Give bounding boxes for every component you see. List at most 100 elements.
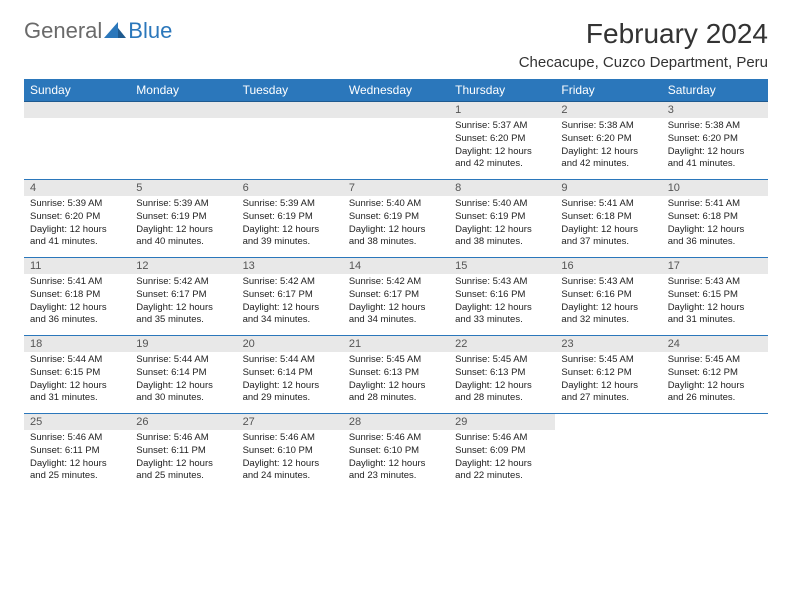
day-number: 3 (662, 102, 768, 118)
day-details: Sunrise: 5:44 AMSunset: 6:14 PMDaylight:… (130, 352, 236, 409)
calendar-day: 2Sunrise: 5:38 AMSunset: 6:20 PMDaylight… (555, 102, 661, 180)
calendar-day: 15Sunrise: 5:43 AMSunset: 6:16 PMDayligh… (449, 258, 555, 336)
calendar-day: 10Sunrise: 5:41 AMSunset: 6:18 PMDayligh… (662, 180, 768, 258)
day-number: 1 (449, 102, 555, 118)
calendar-day: 9Sunrise: 5:41 AMSunset: 6:18 PMDaylight… (555, 180, 661, 258)
day-number: 13 (237, 258, 343, 274)
calendar-day: 16Sunrise: 5:43 AMSunset: 6:16 PMDayligh… (555, 258, 661, 336)
day-number-empty (343, 102, 449, 118)
day-details: Sunrise: 5:43 AMSunset: 6:16 PMDaylight:… (449, 274, 555, 331)
calendar-day: 29Sunrise: 5:46 AMSunset: 6:09 PMDayligh… (449, 414, 555, 496)
day-details: Sunrise: 5:39 AMSunset: 6:20 PMDaylight:… (24, 196, 130, 253)
calendar-day: 7Sunrise: 5:40 AMSunset: 6:19 PMDaylight… (343, 180, 449, 258)
day-details: Sunrise: 5:39 AMSunset: 6:19 PMDaylight:… (237, 196, 343, 253)
weekday-header: Thursday (449, 79, 555, 102)
calendar-day: 28Sunrise: 5:46 AMSunset: 6:10 PMDayligh… (343, 414, 449, 496)
day-number: 4 (24, 180, 130, 196)
logo-text-general: General (24, 18, 102, 44)
day-details: Sunrise: 5:45 AMSunset: 6:12 PMDaylight:… (662, 352, 768, 409)
logo-triangle-icon (104, 22, 126, 40)
calendar-day: 13Sunrise: 5:42 AMSunset: 6:17 PMDayligh… (237, 258, 343, 336)
day-details: Sunrise: 5:44 AMSunset: 6:15 PMDaylight:… (24, 352, 130, 409)
day-number: 23 (555, 336, 661, 352)
calendar-empty (24, 102, 130, 180)
day-number: 15 (449, 258, 555, 274)
calendar-day: 24Sunrise: 5:45 AMSunset: 6:12 PMDayligh… (662, 336, 768, 414)
weekday-header: Friday (555, 79, 661, 102)
day-number: 7 (343, 180, 449, 196)
day-details: Sunrise: 5:40 AMSunset: 6:19 PMDaylight:… (449, 196, 555, 253)
day-number: 6 (237, 180, 343, 196)
day-number: 28 (343, 414, 449, 430)
day-number: 5 (130, 180, 236, 196)
day-number: 20 (237, 336, 343, 352)
day-number: 22 (449, 336, 555, 352)
day-details: Sunrise: 5:38 AMSunset: 6:20 PMDaylight:… (555, 118, 661, 175)
day-number: 21 (343, 336, 449, 352)
weekday-header-row: SundayMondayTuesdayWednesdayThursdayFrid… (24, 79, 768, 102)
day-number: 25 (24, 414, 130, 430)
day-details: Sunrise: 5:41 AMSunset: 6:18 PMDaylight:… (662, 196, 768, 253)
day-details: Sunrise: 5:46 AMSunset: 6:11 PMDaylight:… (24, 430, 130, 487)
day-number: 14 (343, 258, 449, 274)
calendar-row: 18Sunrise: 5:44 AMSunset: 6:15 PMDayligh… (24, 336, 768, 414)
day-details: Sunrise: 5:44 AMSunset: 6:14 PMDaylight:… (237, 352, 343, 409)
day-details: Sunrise: 5:43 AMSunset: 6:15 PMDaylight:… (662, 274, 768, 331)
calendar-day: 5Sunrise: 5:39 AMSunset: 6:19 PMDaylight… (130, 180, 236, 258)
day-details: Sunrise: 5:46 AMSunset: 6:11 PMDaylight:… (130, 430, 236, 487)
day-number: 19 (130, 336, 236, 352)
day-details: Sunrise: 5:42 AMSunset: 6:17 PMDaylight:… (130, 274, 236, 331)
calendar-day: 25Sunrise: 5:46 AMSunset: 6:11 PMDayligh… (24, 414, 130, 496)
day-number: 26 (130, 414, 236, 430)
day-number: 10 (662, 180, 768, 196)
weekday-header: Saturday (662, 79, 768, 102)
day-number-empty (24, 102, 130, 118)
calendar-empty (237, 102, 343, 180)
day-details: Sunrise: 5:41 AMSunset: 6:18 PMDaylight:… (555, 196, 661, 253)
calendar: SundayMondayTuesdayWednesdayThursdayFrid… (24, 79, 768, 496)
calendar-empty (130, 102, 236, 180)
day-number: 12 (130, 258, 236, 274)
calendar-day: 1Sunrise: 5:37 AMSunset: 6:20 PMDaylight… (449, 102, 555, 180)
day-number: 8 (449, 180, 555, 196)
day-details: Sunrise: 5:46 AMSunset: 6:09 PMDaylight:… (449, 430, 555, 487)
page-title: February 2024 (519, 18, 768, 50)
day-number: 29 (449, 414, 555, 430)
header: General Blue February 2024 Checacupe, Cu… (24, 18, 768, 71)
calendar-day: 14Sunrise: 5:42 AMSunset: 6:17 PMDayligh… (343, 258, 449, 336)
calendar-row: 25Sunrise: 5:46 AMSunset: 6:11 PMDayligh… (24, 414, 768, 496)
day-details: Sunrise: 5:40 AMSunset: 6:19 PMDaylight:… (343, 196, 449, 253)
calendar-empty (555, 414, 661, 496)
day-details: Sunrise: 5:45 AMSunset: 6:12 PMDaylight:… (555, 352, 661, 409)
calendar-day: 22Sunrise: 5:45 AMSunset: 6:13 PMDayligh… (449, 336, 555, 414)
location: Checacupe, Cuzco Department, Peru (519, 54, 768, 71)
day-details: Sunrise: 5:39 AMSunset: 6:19 PMDaylight:… (130, 196, 236, 253)
day-number: 11 (24, 258, 130, 274)
day-number-empty (130, 102, 236, 118)
calendar-day: 12Sunrise: 5:42 AMSunset: 6:17 PMDayligh… (130, 258, 236, 336)
calendar-day: 26Sunrise: 5:46 AMSunset: 6:11 PMDayligh… (130, 414, 236, 496)
day-details: Sunrise: 5:45 AMSunset: 6:13 PMDaylight:… (343, 352, 449, 409)
day-number: 2 (555, 102, 661, 118)
calendar-day: 4Sunrise: 5:39 AMSunset: 6:20 PMDaylight… (24, 180, 130, 258)
day-number: 9 (555, 180, 661, 196)
day-number: 16 (555, 258, 661, 274)
day-details: Sunrise: 5:43 AMSunset: 6:16 PMDaylight:… (555, 274, 661, 331)
calendar-empty (343, 102, 449, 180)
logo-text-blue: Blue (128, 18, 172, 44)
calendar-day: 21Sunrise: 5:45 AMSunset: 6:13 PMDayligh… (343, 336, 449, 414)
weekday-header: Sunday (24, 79, 130, 102)
day-number-empty (237, 102, 343, 118)
day-number: 17 (662, 258, 768, 274)
day-details: Sunrise: 5:42 AMSunset: 6:17 PMDaylight:… (343, 274, 449, 331)
calendar-day: 17Sunrise: 5:43 AMSunset: 6:15 PMDayligh… (662, 258, 768, 336)
calendar-row: 11Sunrise: 5:41 AMSunset: 6:18 PMDayligh… (24, 258, 768, 336)
day-details: Sunrise: 5:38 AMSunset: 6:20 PMDaylight:… (662, 118, 768, 175)
calendar-row: 1Sunrise: 5:37 AMSunset: 6:20 PMDaylight… (24, 102, 768, 180)
day-details: Sunrise: 5:46 AMSunset: 6:10 PMDaylight:… (237, 430, 343, 487)
day-details: Sunrise: 5:37 AMSunset: 6:20 PMDaylight:… (449, 118, 555, 175)
calendar-day: 18Sunrise: 5:44 AMSunset: 6:15 PMDayligh… (24, 336, 130, 414)
calendar-day: 20Sunrise: 5:44 AMSunset: 6:14 PMDayligh… (237, 336, 343, 414)
calendar-day: 6Sunrise: 5:39 AMSunset: 6:19 PMDaylight… (237, 180, 343, 258)
weekday-header: Wednesday (343, 79, 449, 102)
